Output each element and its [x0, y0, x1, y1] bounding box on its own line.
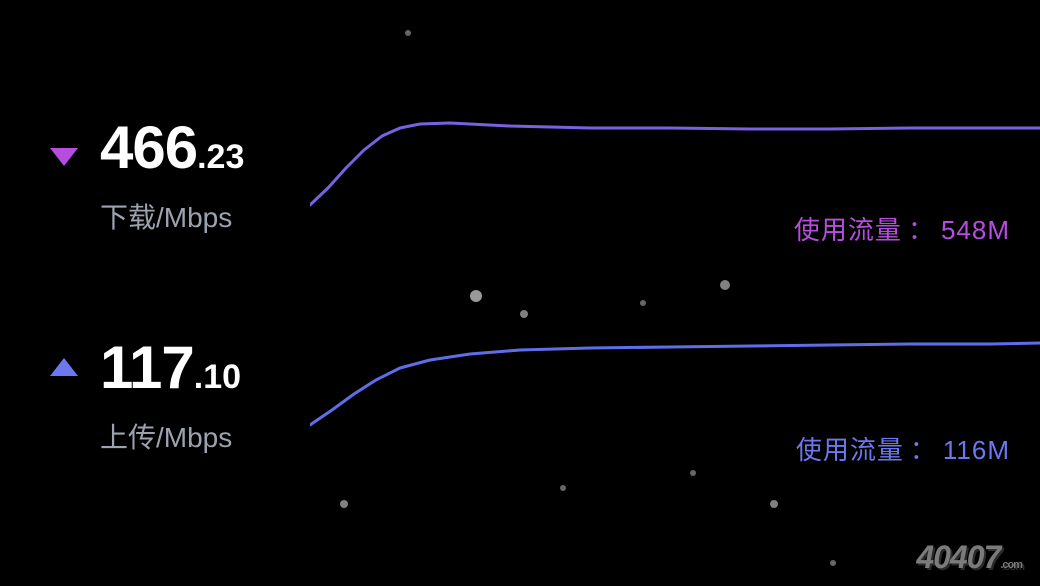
upload-usage: 使用流量：116M: [796, 430, 1010, 467]
speckle-dot: [340, 500, 348, 508]
download-usage-label: 使用流量: [794, 215, 902, 245]
watermark: 40407.com: [916, 539, 1022, 576]
upload-usage-label: 使用流量: [796, 435, 904, 465]
download-speed-label: 下载/Mbps: [100, 196, 232, 236]
upload-speed-value: 117.10: [100, 338, 241, 398]
download-speed-value: 466.23: [100, 118, 244, 178]
download-chart: [310, 110, 1040, 210]
upload-chart: [310, 330, 1040, 430]
download-arrow-icon: [50, 148, 78, 166]
watermark-text: 40407: [916, 539, 1000, 575]
upload-usage-separator: ：: [910, 435, 937, 465]
download-speed-int: 466: [100, 114, 197, 181]
upload-speed-int: 117: [100, 334, 194, 401]
speckle-dot: [690, 470, 696, 476]
speckle-dot: [520, 310, 528, 318]
upload-chart-line: [310, 343, 1040, 425]
speckle-dot: [405, 30, 411, 36]
speckle-dot: [470, 290, 482, 302]
upload-panel: 117.10 上传/Mbps 使用流量：116M: [0, 320, 1040, 500]
speckle-dot: [560, 485, 566, 491]
speckle-dot: [770, 500, 778, 508]
download-speed-frac: .23: [197, 138, 244, 176]
download-usage: 使用流量：548M: [794, 210, 1010, 247]
upload-usage-value: 116M: [943, 435, 1010, 465]
download-usage-separator: ：: [908, 215, 935, 245]
upload-speed-frac: .10: [194, 358, 241, 396]
download-chart-line: [310, 123, 1040, 205]
speckle-dot: [720, 280, 730, 290]
download-panel: 466.23 下载/Mbps 使用流量：548M: [0, 100, 1040, 280]
speckle-dot: [830, 560, 836, 566]
upload-speed-label: 上传/Mbps: [100, 416, 232, 456]
speckle-dot: [640, 300, 646, 306]
download-usage-value: 548M: [941, 215, 1010, 245]
watermark-suffix: .com: [1000, 559, 1022, 571]
upload-arrow-icon: [50, 358, 78, 376]
